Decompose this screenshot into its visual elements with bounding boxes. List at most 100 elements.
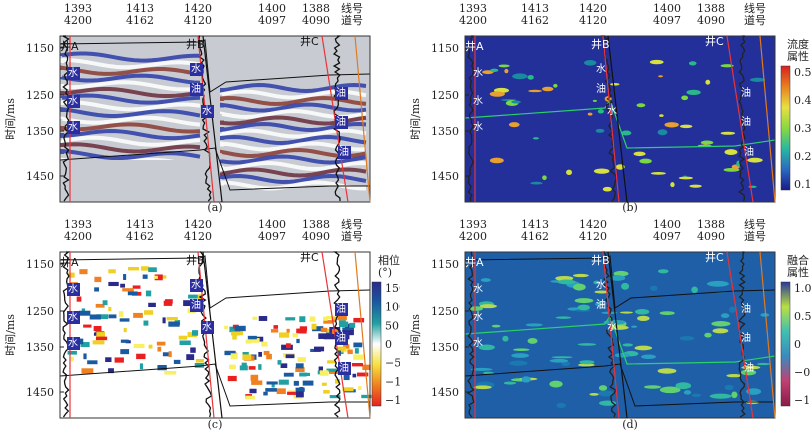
attribute-blob <box>748 185 757 188</box>
fusion-blob <box>527 337 538 344</box>
seismic-reflector <box>60 73 201 85</box>
attribute-blob <box>657 129 668 136</box>
trace-number-label: 4090 <box>697 14 725 27</box>
fusion-blob <box>549 358 569 363</box>
panel-letter: (b) <box>622 201 638 214</box>
attribute-blob <box>511 100 521 104</box>
trace-number-label: 4120 <box>184 14 212 27</box>
phase-patch <box>354 348 359 354</box>
phase-patch <box>139 363 144 370</box>
fusion-blob <box>731 391 738 399</box>
colorbar-title: 属性 <box>787 49 809 63</box>
seismic-reflector <box>220 102 367 113</box>
attribute-blob <box>530 181 543 185</box>
fusion-blob <box>637 315 650 321</box>
water-tag: 水 <box>68 337 78 349</box>
phase-patch <box>133 343 145 349</box>
fault-line <box>202 35 223 203</box>
panel-d: 井A 井B 井C 水水水水水油油油油 1393 4200 1413 4162 1420 4120 1… <box>405 216 811 433</box>
fusion-blob <box>598 390 615 397</box>
y-axis-label: 时间/ms <box>409 314 422 356</box>
attribute-blob <box>720 64 734 68</box>
well-label: 井B <box>186 253 205 267</box>
attribute-blob <box>508 122 520 128</box>
phase-patch <box>293 380 299 386</box>
fusion-blob <box>704 332 712 338</box>
phase-patch <box>234 325 246 332</box>
colorbar-tick-label: 1.0 <box>794 282 811 295</box>
fault-line <box>759 35 776 203</box>
attribute-blob <box>553 83 558 88</box>
fusion-blob <box>760 313 770 317</box>
fault-line <box>354 251 371 419</box>
fusion-blob <box>659 311 675 316</box>
phase-patch <box>326 316 334 320</box>
fusion-blob <box>706 280 729 287</box>
colorbar-tick-label: −100 <box>385 375 400 388</box>
phase-patch <box>108 368 114 374</box>
panel-a: 井A 井B 井C 水水水水水油油油油 1393 4200 1413 4162 1420 4120 1… <box>0 0 400 216</box>
phase-patch <box>194 362 205 368</box>
y-tick-label: 1450 <box>431 170 459 183</box>
fusion-blob <box>728 306 736 313</box>
line-number-label: 1413 <box>521 218 549 231</box>
seismic-mask <box>60 160 220 202</box>
attribute-blob <box>602 186 612 192</box>
oil-tag: 油 <box>339 361 349 374</box>
phase-patch <box>80 342 90 348</box>
horizon-boundary <box>59 363 370 407</box>
fusion-blob <box>746 388 762 395</box>
attribute-blob <box>504 68 509 74</box>
water-tag: 水 <box>68 95 78 107</box>
fusion-blob <box>621 282 630 290</box>
phase-patch <box>227 375 237 382</box>
phase-patch <box>338 350 344 354</box>
fusion-blob <box>614 353 630 358</box>
phase-patch <box>96 314 109 320</box>
trace-number-label: 4120 <box>184 230 212 243</box>
colorbar-tick-label: 0.5 <box>794 310 811 323</box>
phase-patch <box>123 327 127 333</box>
fusion-blob <box>691 286 698 294</box>
y-tick-label: 1450 <box>26 386 54 399</box>
phase-patch <box>362 364 371 371</box>
trace-number-label: 4097 <box>258 14 286 27</box>
phase-patch <box>154 274 163 281</box>
phase-patch <box>279 332 290 338</box>
phase-patch <box>70 356 74 362</box>
trace-number-title: 道号 <box>744 229 766 243</box>
water-tag-bg <box>67 283 80 296</box>
fusion-blob <box>683 390 692 395</box>
phase-patch <box>338 321 349 328</box>
phase-patch <box>263 391 268 396</box>
phase-patch <box>67 350 77 355</box>
phase-patch <box>295 363 304 369</box>
phase-patch <box>261 341 268 347</box>
water-tag-bg <box>67 67 80 80</box>
seismic-reflector <box>220 135 367 145</box>
attribute-blob <box>688 61 697 66</box>
phase-patch <box>239 365 248 371</box>
attribute-blob <box>678 176 694 180</box>
well-log-curve <box>62 251 71 418</box>
line-number-label: 1400 <box>258 2 286 15</box>
water-tag: 水 <box>473 95 483 107</box>
water-tag-bg <box>190 63 203 76</box>
phase-patch <box>292 333 298 338</box>
phase-patch <box>302 380 314 386</box>
well-log-curve <box>602 251 617 418</box>
line-number-title: 线号 <box>744 1 766 15</box>
well-label: 井B <box>186 37 205 51</box>
fault-line <box>759 251 776 419</box>
line-number-label: 1388 <box>302 218 330 231</box>
phase-patch <box>108 314 117 319</box>
line-number-title: 线号 <box>744 217 766 231</box>
plot-frame <box>464 35 776 203</box>
water-tag: 水 <box>68 283 78 295</box>
oil-tag: 油 <box>741 86 751 99</box>
fusion-blob <box>741 365 761 370</box>
water-tag: 水 <box>473 121 483 133</box>
fusion-blob <box>659 386 681 394</box>
